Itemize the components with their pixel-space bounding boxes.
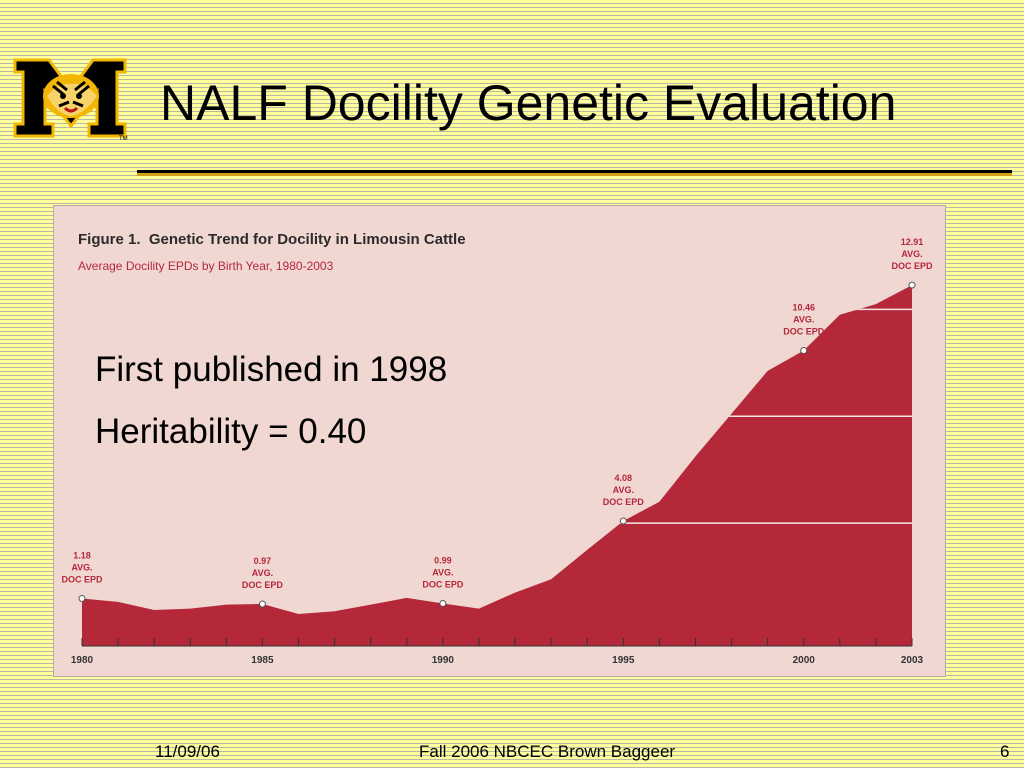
footer-page-number: 6 <box>1000 742 1010 761</box>
point-label-1995-0: 4.08 <box>615 473 633 483</box>
point-label-2003-0: 12.91 <box>901 237 924 247</box>
point-marker-1980 <box>78 594 86 602</box>
x-tick-label-1995: 1995 <box>612 655 635 666</box>
point-marker-2000 <box>800 347 808 355</box>
trademark-mark: TM <box>119 136 128 142</box>
x-tick-label-2003: 2003 <box>901 655 924 666</box>
point-label-1980-2: DOC EPD <box>61 574 103 584</box>
x-tick-label-1990: 1990 <box>432 655 455 666</box>
point-marker-1995 <box>619 517 627 525</box>
bullet-heritability: Heritability = 0.40 <box>95 412 367 451</box>
footer-date: 11/09/06 <box>155 742 220 761</box>
x-tick-label-2000: 2000 <box>793 655 816 666</box>
figure-title: Figure 1. Genetic Trend for Docility in … <box>78 231 466 248</box>
point-label-1995-1: AVG. <box>613 485 634 495</box>
point-label-1980-1: AVG. <box>71 562 92 572</box>
x-tick-label-1980: 1980 <box>71 655 94 666</box>
figure-label: Figure 1. <box>78 231 141 248</box>
x-tick-label-1985: 1985 <box>251 655 274 666</box>
trend-area <box>82 285 912 646</box>
point-label-2003-2: DOC EPD <box>891 261 933 271</box>
figure-subtitle: Average Docility EPDs by Birth Year, 198… <box>78 259 334 273</box>
docility-trend-chart: 1980 1985 1990 1995 2000 2003 1.18 AVG. DOC EPD 0… <box>61 237 933 666</box>
point-marker-2003 <box>908 281 916 289</box>
tiger-m-logo-icon: TM <box>13 58 128 142</box>
point-label-2000-1: AVG. <box>793 315 814 325</box>
slide-title: NALF Docility Genetic Evaluation <box>160 75 897 131</box>
title-underline <box>137 170 1012 176</box>
point-label-2003-1: AVG. <box>901 249 922 259</box>
point-label-1985-1: AVG. <box>252 568 273 578</box>
point-label-1990-1: AVG. <box>432 568 453 578</box>
figure-title-text: Genetic Trend for Docility in Limousin C… <box>148 231 466 248</box>
point-label-2000-0: 10.46 <box>792 303 815 313</box>
point-marker-1985 <box>258 600 266 608</box>
point-label-1995-2: DOC EPD <box>603 497 645 507</box>
point-label-1980-0: 1.18 <box>73 550 91 560</box>
point-label-1985-2: DOC EPD <box>242 580 284 590</box>
point-label-1990-0: 0.99 <box>434 556 452 566</box>
point-label-2000-2: DOC EPD <box>783 327 825 337</box>
chart-figure: 1980 1985 1990 1995 2000 2003 1.18 AVG. DOC EPD 0… <box>53 205 946 677</box>
point-label-1985-0: 0.97 <box>254 556 272 566</box>
point-marker-1990 <box>439 600 447 608</box>
point-label-1990-2: DOC EPD <box>422 580 464 590</box>
footer-course: Fall 2006 NBCEC Brown Baggeer <box>419 742 676 761</box>
bullet-first-published: First published in 1998 <box>95 350 448 389</box>
